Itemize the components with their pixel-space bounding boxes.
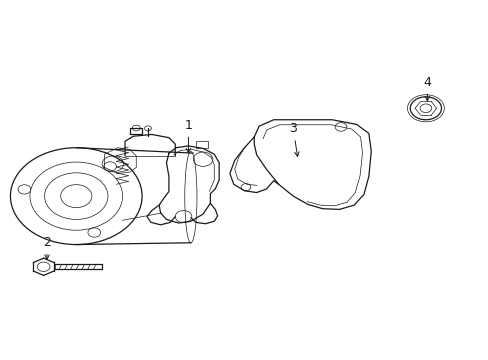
- Text: 3: 3: [289, 122, 299, 157]
- Text: 4: 4: [423, 76, 430, 101]
- Text: 1: 1: [184, 118, 192, 153]
- Text: 2: 2: [43, 236, 51, 259]
